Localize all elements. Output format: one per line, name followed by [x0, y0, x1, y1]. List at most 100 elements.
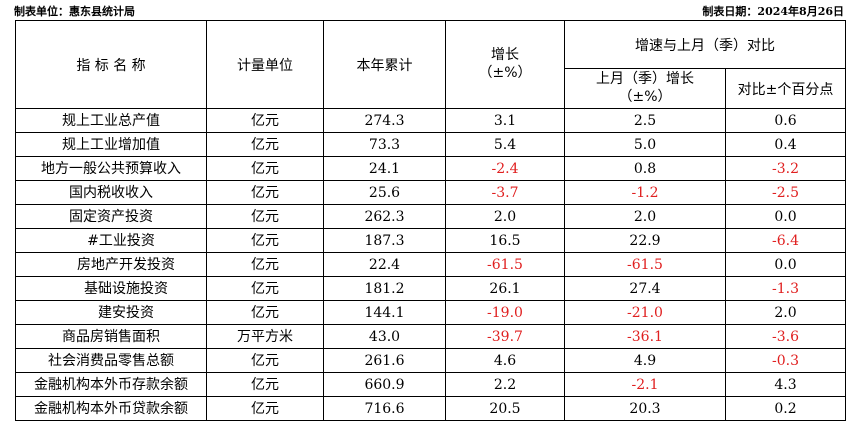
table-row: 社会消费品零售总额 亿元 261.6 4.6 4.9 -0.3	[15, 348, 846, 373]
cell-growth: 2.2	[445, 372, 565, 397]
cell-name: 国内税收收入	[15, 180, 207, 205]
cell-ytd: 262.3	[323, 204, 446, 229]
cell-diff: 0.2	[725, 396, 846, 421]
cell-ytd: 187.3	[323, 228, 446, 253]
compiling-unit-label: 制表单位：惠东县统计局	[14, 5, 135, 18]
cell-growth: 2.0	[445, 204, 565, 229]
cell-diff: -1.3	[725, 276, 846, 301]
cell-prev-growth: -21.0	[564, 300, 726, 325]
header-prev-line2: （±%）	[618, 88, 672, 105]
cell-unit: 亿元	[206, 252, 324, 277]
cell-prev-growth: -2.1	[564, 372, 726, 397]
cell-name: 金融机构本外币贷款余额	[15, 396, 207, 421]
cell-growth: 3.1	[445, 108, 565, 133]
table-body: 规上工业总产值 亿元 274.3 3.1 2.5 0.6 规上工业增加值 亿元 73.3 5.4 5…	[15, 108, 846, 421]
header-indicator: 指 标 名 称	[15, 20, 207, 109]
cell-unit: 万平方米	[206, 324, 324, 349]
cell-growth: 5.4	[445, 132, 565, 157]
cell-name: 建安投资	[15, 300, 207, 325]
cell-unit: 亿元	[206, 372, 324, 397]
table-row: 固定资产投资 亿元 262.3 2.0 2.0 0.0	[15, 204, 846, 229]
cell-ytd: 144.1	[323, 300, 446, 325]
cell-unit: 亿元	[206, 396, 324, 421]
cell-prev-growth: -61.5	[564, 252, 726, 277]
cell-diff: 0.4	[725, 132, 846, 157]
cell-unit: 亿元	[206, 180, 324, 205]
header-unit: 计量单位	[206, 20, 324, 109]
cell-name: 房地产开发投资	[15, 252, 207, 277]
cell-diff: -0.3	[725, 348, 846, 373]
cell-name: 规上工业增加值	[15, 132, 207, 157]
cell-diff: 2.0	[725, 300, 846, 325]
header-diff: 对比±个百分点	[725, 68, 846, 109]
cell-ytd: 43.0	[323, 324, 446, 349]
header-growth: 增长 （±%）	[445, 20, 565, 109]
cell-unit: 亿元	[206, 348, 324, 373]
cell-growth: 26.1	[445, 276, 565, 301]
header-growth-line2: （±%）	[478, 64, 532, 81]
cell-diff: 0.0	[725, 204, 846, 229]
cell-growth: -2.4	[445, 156, 565, 181]
table-row: 规上工业增加值 亿元 73.3 5.4 5.0 0.4	[15, 132, 846, 157]
cell-prev-growth: 27.4	[564, 276, 726, 301]
cell-ytd: 22.4	[323, 252, 446, 277]
cell-diff: 0.6	[725, 108, 846, 133]
cell-prev-growth: 0.8	[564, 156, 726, 181]
cell-name: 固定资产投资	[15, 204, 207, 229]
cell-ytd: 25.6	[323, 180, 446, 205]
cell-prev-growth: 2.0	[564, 204, 726, 229]
table-row: 基础设施投资 亿元 181.2 26.1 27.4 -1.3	[15, 276, 846, 301]
header-growth-line1: 增长	[491, 47, 519, 63]
cell-unit: 亿元	[206, 204, 324, 229]
cell-unit: 亿元	[206, 108, 324, 133]
table-row: 金融机构本外币存款余额 亿元 660.9 2.2 -2.1 4.3	[15, 372, 846, 397]
cell-prev-growth: -36.1	[564, 324, 726, 349]
table-row: #工业投资 亿元 187.3 16.5 22.9 -6.4	[15, 228, 846, 253]
cell-ytd: 181.2	[323, 276, 446, 301]
statistics-table: 指 标 名 称 计量单位 本年累计 增长 （±%） 增速与上月（季）对比 上月（…	[15, 20, 846, 421]
cell-growth: -61.5	[445, 252, 565, 277]
cell-diff: 0.0	[725, 252, 846, 277]
cell-prev-growth: 2.5	[564, 108, 726, 133]
cell-growth: -39.7	[445, 324, 565, 349]
cell-name: 地方一般公共预算收入	[15, 156, 207, 181]
cell-prev-growth: -1.2	[564, 180, 726, 205]
table-row: 房地产开发投资 亿元 22.4 -61.5 -61.5 0.0	[15, 252, 846, 277]
cell-diff: 4.3	[725, 372, 846, 397]
table-row: 国内税收收入 亿元 25.6 -3.7 -1.2 -2.5	[15, 180, 846, 205]
cell-diff: -3.6	[725, 324, 846, 349]
cell-growth: 16.5	[445, 228, 565, 253]
cell-ytd: 24.1	[323, 156, 446, 181]
header-prev-line1: 上月（季）增长	[596, 71, 694, 87]
cell-unit: 亿元	[206, 300, 324, 325]
cell-prev-growth: 4.9	[564, 348, 726, 373]
cell-name: 规上工业总产值	[15, 108, 207, 133]
cell-unit: 亿元	[206, 228, 324, 253]
cell-diff: -6.4	[725, 228, 846, 253]
cell-name: #工业投资	[15, 228, 207, 253]
cell-unit: 亿元	[206, 156, 324, 181]
cell-name: 商品房销售面积	[15, 324, 207, 349]
cell-growth: -3.7	[445, 180, 565, 205]
cell-ytd: 716.6	[323, 396, 446, 421]
cell-growth: 4.6	[445, 348, 565, 373]
table-row: 地方一般公共预算收入 亿元 24.1 -2.4 0.8 -3.2	[15, 156, 846, 181]
cell-prev-growth: 20.3	[564, 396, 726, 421]
cell-prev-growth: 5.0	[564, 132, 726, 157]
header-ytd: 本年累计	[323, 20, 446, 109]
compile-date-label: 制表日期：2024年8月26日	[702, 5, 844, 18]
cell-growth: 20.5	[445, 396, 565, 421]
cell-unit: 亿元	[206, 132, 324, 157]
table-row: 商品房销售面积 万平方米 43.0 -39.7 -36.1 -3.6	[15, 324, 846, 349]
cell-ytd: 274.3	[323, 108, 446, 133]
cell-name: 金融机构本外币存款余额	[15, 372, 207, 397]
cell-name: 基础设施投资	[15, 276, 207, 301]
cell-name: 社会消费品零售总额	[15, 348, 207, 373]
cell-diff: -3.2	[725, 156, 846, 181]
cell-ytd: 660.9	[323, 372, 446, 397]
header-compare-group: 增速与上月（季）对比	[564, 20, 846, 69]
cell-unit: 亿元	[206, 276, 324, 301]
header-prev-growth: 上月（季）增长 （±%）	[564, 68, 726, 109]
cell-diff: -2.5	[725, 180, 846, 205]
table-row: 金融机构本外币贷款余额 亿元 716.6 20.5 20.3 0.2	[15, 396, 846, 421]
